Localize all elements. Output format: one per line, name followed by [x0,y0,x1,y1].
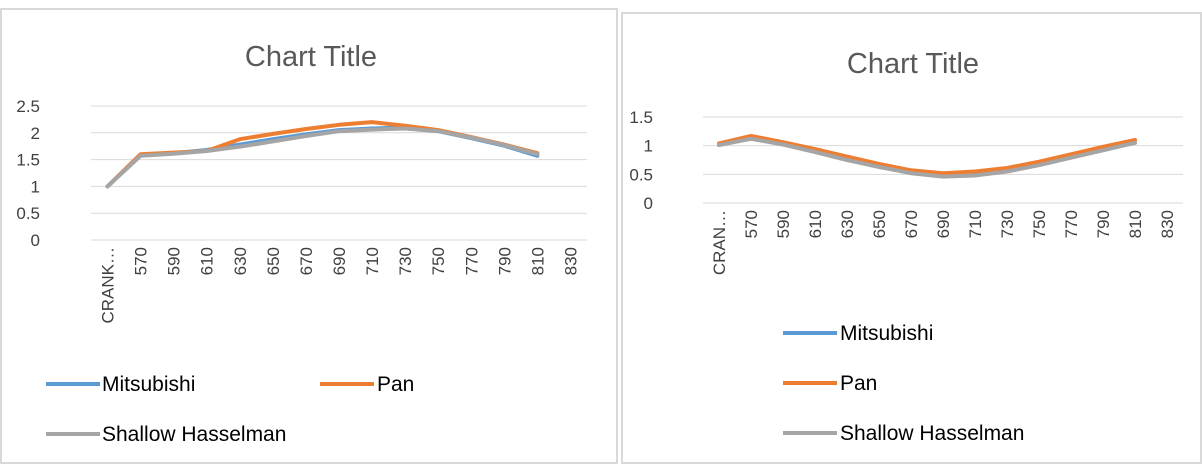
right-x-tick-label: 650 [870,210,889,238]
right-x-tick-label: 730 [998,210,1017,238]
left-x-tick-label: CRANK… [99,247,118,324]
left-x-tick-label: 630 [231,247,250,275]
chart-right-svg: Chart Title 0 0.5 1 1.5 CRAN… 570 590 610 630 650 6… [629,48,1183,445]
right-legend-label: Shallow Hasselman [840,422,1024,445]
left-x-tick-label: 810 [528,247,547,275]
right-x-tick-label: 750 [1030,210,1049,238]
left-y-tick-label: 0 [31,231,40,250]
right-y-tick-label: 1 [644,137,653,156]
right-x-tick-label: 790 [1094,210,1113,238]
left-legend-label: Mitsubishi [102,373,195,396]
left-legend-label: Shallow Hasselman [102,423,286,446]
right-x-tick-label: 710 [966,210,985,238]
right-x-tick-label: 590 [774,210,793,238]
left-x-tick-label: 590 [165,247,184,275]
chart-left-svg: Chart Title 0 0.5 1 1.5 2 2.5 CRANK… 570 590 610 63… [16,41,587,446]
right-legend-label: Pan [840,372,877,395]
left-legend-label: Pan [377,373,414,396]
chart-left: Chart Title 0 0.5 1 1.5 2 2.5 CRANK… 570 590 610 63… [0,8,618,464]
left-x-tick-label: 570 [132,247,151,275]
left-y-tick-label: 2.5 [16,97,40,116]
right-x-tick-label: 830 [1158,210,1177,238]
left-x-tick-label: 790 [495,247,514,275]
left-x-tick-label: 710 [363,247,382,275]
left-x-tick-label: 650 [264,247,283,275]
left-x-tick-label: 690 [330,247,349,275]
left-x-tick-label: 830 [561,247,580,275]
left-x-tick-label: 610 [198,247,217,275]
right-x-tick-label: 630 [838,210,857,238]
right-x-tick-label: 570 [742,210,761,238]
left-x-tick-label: 730 [396,247,415,275]
right-y-tick-label: 1.5 [629,108,653,127]
right-chart-title: Chart Title [847,48,979,80]
right-legend-label: Mitsubishi [840,322,933,345]
right-x-tick-label: CRAN… [710,210,729,275]
left-y-tick-label: 2 [31,124,40,143]
left-series-line-shallow-hasselman [105,126,540,189]
right-x-tick-label: 810 [1126,210,1145,238]
right-x-tick-label: 670 [902,210,921,238]
left-y-tick-label: 1.5 [16,151,40,170]
right-series-line-shallow-hasselman [717,136,1137,179]
right-x-tick-label: 770 [1062,210,1081,238]
right-series-line-pan [717,133,1137,176]
right-x-tick-label: 690 [934,210,953,238]
right-x-tick-label: 610 [806,210,825,238]
left-x-tick-label: 750 [429,247,448,275]
left-y-tick-label: 0.5 [16,204,40,223]
left-x-tick-label: 770 [462,247,481,275]
left-x-tick-label: 670 [297,247,316,275]
left-chart-title: Chart Title [245,41,377,73]
chart-right: Chart Title 0 0.5 1 1.5 CRAN… 570 590 610 630 650 6… [621,12,1202,464]
left-y-tick-label: 1 [31,177,40,196]
right-y-tick-label: 0 [644,194,653,213]
right-y-tick-label: 0.5 [629,165,653,184]
